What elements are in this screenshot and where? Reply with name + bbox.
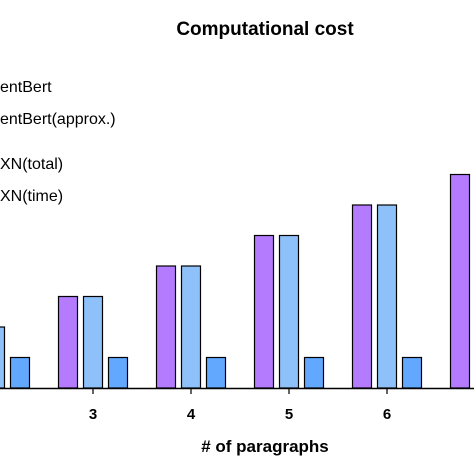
bar-xn-total--5 (303, 356, 325, 389)
bars-group (0, 173, 471, 389)
legend-label-1: entBert(approx.) (0, 111, 116, 128)
legend-label-3: XN(time) (0, 188, 63, 205)
legend: entBert entBert(approx.) XN(total) XN(ti… (0, 79, 116, 205)
bar-entbert-3 (57, 295, 79, 389)
x-axis-label: # of paragraphs (201, 437, 329, 456)
bar-xn-total--4 (205, 356, 227, 389)
x-tick-label-6: 6 (383, 406, 391, 423)
bar-entbert-approx--6 (376, 204, 398, 389)
legend-label-0: entBert (0, 79, 52, 96)
bar-xn-total--6 (401, 356, 423, 389)
x-tick-label-5: 5 (285, 406, 293, 423)
chart-title: Computational cost (176, 19, 354, 40)
bar-xn-total--2 (9, 356, 31, 389)
bar-entbert-4 (155, 265, 177, 389)
bar-entbert-6 (351, 204, 373, 389)
bar-xn-total--3 (107, 356, 129, 389)
x-tick-label-4: 4 (187, 406, 196, 423)
bar-entbert-5 (253, 234, 275, 389)
bar-entbert-approx--5 (278, 234, 300, 389)
bar-entbert-7 (449, 173, 471, 389)
bar-entbert-approx--2 (0, 326, 6, 389)
bar-entbert-approx--4 (180, 265, 202, 389)
legend-label-2: XN(total) (0, 156, 63, 173)
x-ticks-group: 3 4 5 6 (89, 388, 391, 423)
x-tick-label-3: 3 (89, 406, 97, 423)
bar-entbert-approx--3 (82, 295, 104, 389)
